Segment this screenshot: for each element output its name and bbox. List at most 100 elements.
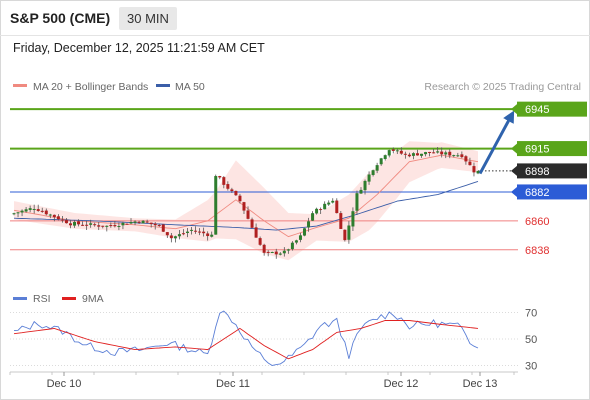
rsi-axis: 30 50 70 — [525, 308, 537, 373]
legend-swatch-ma50 — [156, 84, 170, 87]
candle-body — [274, 251, 278, 255]
candle-body — [16, 212, 20, 214]
candle-body — [28, 208, 32, 210]
legend-swatch-ma20 — [13, 84, 27, 87]
candle-body — [391, 149, 395, 151]
candle-body — [173, 236, 177, 239]
legend-label-ma50: MA 50 — [175, 81, 205, 93]
candle-body — [32, 208, 36, 210]
candle-body — [363, 180, 367, 191]
candle-body — [89, 223, 93, 225]
candle-body — [351, 211, 355, 227]
candle-body — [315, 208, 319, 214]
rsi-plot-area — [10, 310, 518, 366]
candle-body — [246, 210, 250, 219]
candle-body — [371, 170, 375, 175]
candle-body — [68, 223, 72, 226]
candle-body — [73, 221, 77, 226]
candle-body — [290, 242, 294, 250]
chart-header: S&P 500 (CME) 30 MIN — [0, 0, 590, 35]
x-tick-label: Dec 12 — [384, 378, 419, 390]
level-label-6945: 6945 — [525, 104, 549, 116]
candle-body — [278, 253, 282, 255]
candle-body — [218, 176, 222, 178]
candle-body — [472, 166, 476, 173]
level-label-bg-6945 — [517, 101, 587, 117]
candle-body — [456, 155, 460, 157]
candle-body — [411, 153, 415, 156]
candle-body — [56, 216, 60, 220]
candle-body — [169, 235, 173, 239]
candle-body — [121, 222, 125, 226]
candle-body — [44, 210, 48, 215]
candle-body — [113, 225, 117, 227]
candle-body — [298, 235, 302, 240]
candle-body — [327, 202, 331, 205]
candle-body — [60, 219, 64, 221]
candle-body — [270, 251, 274, 253]
candle-body — [399, 150, 403, 154]
candle-body — [262, 244, 266, 253]
candle-body — [476, 170, 480, 174]
candle-body — [460, 154, 464, 158]
candle-body — [117, 226, 121, 228]
candle-body — [420, 153, 424, 156]
candle-body — [359, 189, 363, 194]
candle-body — [347, 225, 351, 240]
candle-body — [157, 224, 161, 226]
level-label-pointer-6898 — [511, 165, 517, 176]
candle-body — [319, 209, 323, 211]
candle-body — [105, 225, 109, 227]
candle-body — [149, 222, 153, 225]
header-divider — [0, 35, 590, 36]
candle-body — [165, 232, 169, 236]
candle-body — [141, 220, 145, 224]
candle-body — [415, 153, 419, 156]
candle-body — [432, 152, 436, 154]
candle-body — [210, 234, 214, 237]
candle-body — [12, 213, 16, 215]
level-label-pointer-6882 — [511, 186, 517, 197]
candle-body — [226, 184, 230, 189]
level-label-6882: 6882 — [525, 187, 549, 199]
candle-body — [93, 224, 97, 226]
candle-body — [323, 203, 327, 210]
level-label-6898: 6898 — [525, 166, 549, 178]
candle-body — [101, 225, 105, 227]
ma50-line — [13, 180, 479, 231]
timeframe-badge[interactable]: 30 MIN — [119, 7, 177, 30]
level-labels: 6945 6915 6898 6882 6860 6838 — [511, 101, 587, 257]
level-label-bg-6882 — [517, 184, 587, 200]
price-plot-area — [10, 108, 518, 261]
x-tick-label: Dec 10 — [47, 378, 82, 390]
candle-body — [395, 150, 399, 152]
candle-body — [20, 210, 24, 213]
candle-body — [81, 224, 85, 226]
candle-body — [77, 221, 81, 225]
candle-body — [448, 151, 452, 156]
legend-label-9ma: 9MA — [82, 293, 104, 305]
candle-body — [202, 231, 206, 234]
rsi-9ma-line — [13, 320, 479, 360]
candle-body — [185, 231, 189, 233]
candle-body — [424, 152, 428, 155]
candle-body — [190, 229, 194, 231]
candle-body — [343, 229, 347, 241]
candle-body — [129, 222, 133, 224]
legend-label-ma20: MA 20 + Bollinger Bands — [33, 81, 148, 93]
candle-body — [387, 150, 391, 156]
level-label-pointer-6915 — [511, 143, 517, 154]
x-tick-label: Dec 11 — [216, 378, 250, 390]
level-label-6838: 6838 — [525, 245, 549, 257]
x-axis: Dec 10 Dec 11 Dec 12 Dec 13 — [9, 372, 515, 390]
candle-body — [331, 200, 335, 203]
source-credit: Research © 2025 Trading Central — [424, 81, 581, 93]
x-tick-label: Dec 13 — [463, 378, 498, 390]
candle-body — [214, 176, 218, 235]
candle-body — [52, 214, 56, 218]
level-label-bg-6898 — [517, 163, 587, 179]
candle-body — [161, 224, 165, 232]
candle-body — [40, 210, 44, 212]
candle-body — [24, 209, 28, 212]
forecast-arrow — [478, 110, 515, 175]
